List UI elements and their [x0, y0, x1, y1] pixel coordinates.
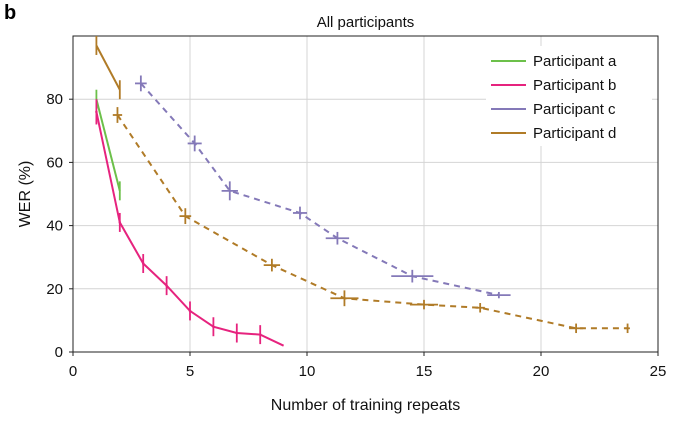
- participant-d-solid-line: [95, 45, 121, 91]
- participant-c-point: [135, 75, 147, 92]
- panel-label: b: [4, 2, 17, 24]
- legend-label: Participant c: [533, 101, 616, 118]
- legend-label: Participant a: [533, 53, 617, 70]
- legend-label: Participant b: [533, 77, 616, 94]
- participant-c-point: [325, 231, 350, 245]
- legend-label: Participant d: [533, 125, 616, 142]
- participant-a-line: [95, 98, 121, 192]
- participant-d-point: [475, 303, 485, 313]
- participant-d-point: [330, 290, 359, 307]
- y-tick-label: 20: [46, 281, 63, 298]
- x-tick-label: 20: [533, 363, 550, 380]
- legend-background: [486, 46, 652, 146]
- x-tick-label: 0: [69, 363, 77, 380]
- participant-d-point: [409, 299, 439, 310]
- participant-d-line: [116, 114, 628, 330]
- y-tick-label: 0: [55, 344, 63, 361]
- y-tick-label: 80: [46, 91, 63, 108]
- participant-b-point: [259, 325, 262, 345]
- participant-d-point: [112, 107, 123, 123]
- x-tick-label: 10: [299, 363, 316, 380]
- participant-c-point: [487, 291, 511, 299]
- participant-d-point: [625, 323, 630, 334]
- x-tick-label: 15: [416, 363, 433, 380]
- x-tick-label: 5: [186, 363, 194, 380]
- x-axis-label: Number of training repeats: [271, 397, 460, 414]
- plot-frame: [72, 35, 659, 353]
- participant-c-point: [187, 135, 202, 152]
- participant-b-point: [188, 301, 192, 321]
- legend: Participant a Participant b Participant c P…: [486, 46, 652, 146]
- participant-c-point: [221, 181, 238, 201]
- chart-title: All participants: [317, 14, 415, 31]
- participant-c-point: [391, 269, 434, 283]
- participant-c-line: [140, 82, 500, 297]
- participant-b-point: [235, 323, 238, 343]
- participant-b-point: [95, 99, 98, 125]
- participant-d-point: [263, 258, 281, 272]
- participant-c-point: [292, 206, 307, 220]
- y-tick-label: 60: [46, 154, 63, 171]
- participant-b-point: [142, 254, 145, 273]
- participant-d-point: [179, 208, 192, 225]
- y-tick-label: 40: [46, 218, 63, 235]
- participant-b-point: [118, 212, 121, 232]
- x-tick-label: 25: [650, 363, 667, 380]
- participant-b-point: [212, 317, 215, 337]
- participant-d-point: [569, 323, 584, 334]
- participant-b-point: [165, 276, 168, 296]
- y-axis-label: WER (%): [17, 161, 34, 228]
